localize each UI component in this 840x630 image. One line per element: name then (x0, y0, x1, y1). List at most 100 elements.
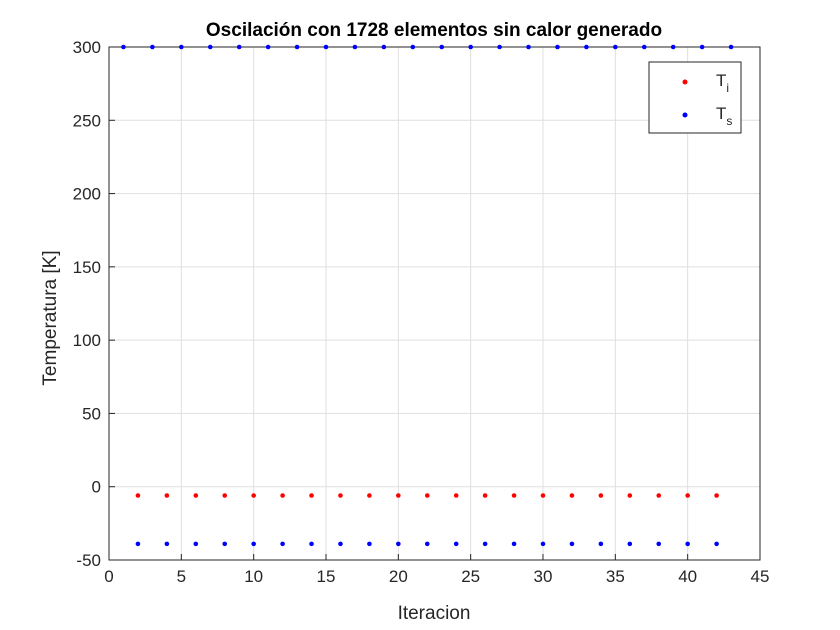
point-ts (670, 44, 676, 50)
point-ts (309, 541, 314, 547)
point-ts (569, 541, 575, 547)
point-ts (468, 44, 473, 50)
x-tick-label: 40 (678, 567, 697, 586)
point-ti (135, 493, 141, 498)
point-ts (685, 541, 690, 547)
legend-label-ti: Ti (716, 71, 729, 95)
point-ts (193, 541, 199, 547)
y-tick-label: 150 (73, 258, 101, 277)
point-ti (656, 493, 662, 498)
point-ti (453, 493, 459, 498)
point-ti (251, 493, 256, 498)
x-tick-label: 45 (751, 567, 770, 586)
point-ts (482, 541, 488, 547)
point-ti (540, 493, 546, 498)
legend-label-ts-sub: s (726, 114, 732, 128)
x-tick-label: 15 (317, 567, 336, 586)
point-ts (439, 44, 445, 50)
y-tick-label: 50 (82, 404, 101, 423)
legend-label-ts: Ts (716, 104, 732, 128)
point-ts (410, 44, 416, 50)
point-ts (222, 541, 228, 547)
point-ts (323, 44, 329, 50)
point-ts (121, 44, 126, 50)
point-ts (699, 44, 705, 50)
point-ti (309, 493, 314, 498)
point-ts (728, 44, 734, 50)
x-tick-label: 20 (389, 567, 408, 586)
point-ts (656, 541, 662, 547)
point-ts (179, 44, 184, 50)
y-tick-label: 250 (73, 111, 101, 130)
point-ti (367, 493, 372, 498)
point-ts (150, 44, 155, 50)
x-tick-label: 25 (461, 567, 480, 586)
point-ti (193, 493, 199, 498)
point-ts (396, 541, 401, 547)
legend-label-ti-sub: i (726, 81, 729, 95)
point-ts (555, 44, 560, 50)
grid (109, 47, 760, 560)
point-ts (540, 541, 546, 547)
point-ti (627, 493, 633, 498)
legend-box (648, 61, 742, 134)
point-ti (280, 493, 285, 498)
y-tick-label: 0 (92, 478, 101, 497)
point-ti (338, 493, 343, 498)
y-tick-label: 200 (73, 185, 101, 204)
point-ts (424, 541, 430, 547)
point-ts (598, 541, 604, 547)
point-ts (294, 44, 300, 50)
axes-box (108, 46, 761, 561)
point-ts (265, 44, 271, 50)
point-ts (135, 541, 141, 547)
point-ti (714, 493, 719, 498)
point-ti (685, 493, 690, 498)
x-tick-label: 30 (534, 567, 553, 586)
y-tick-label: -50 (76, 551, 101, 570)
point-ts (280, 541, 285, 547)
legend-marker-ts (682, 112, 688, 118)
point-ti (598, 493, 604, 498)
data-points (121, 44, 734, 547)
legend-marker-ti (682, 79, 688, 85)
point-ti (424, 493, 430, 498)
point-ts (497, 44, 502, 50)
legend: Ti Ts (648, 61, 742, 134)
x-axis-label: Iteracion (398, 603, 471, 624)
point-ti (482, 493, 488, 498)
point-ts (367, 541, 372, 547)
point-ts (714, 541, 719, 547)
point-ti (396, 493, 401, 498)
x-tick-label: 0 (104, 567, 113, 586)
point-ts (627, 541, 633, 547)
point-ts (526, 44, 531, 50)
x-tick-label: 10 (244, 567, 263, 586)
legend-label-ti-main: T (716, 71, 726, 90)
y-tick-label: 100 (73, 331, 101, 350)
point-ti (511, 493, 517, 498)
point-ts (584, 44, 589, 50)
point-ts (453, 541, 459, 547)
point-ti (222, 493, 228, 498)
point-ts (352, 44, 358, 50)
point-ts (381, 44, 387, 50)
point-ti (164, 493, 170, 498)
y-axis-label: Temperatura [K] (40, 250, 61, 385)
point-ts (164, 541, 170, 547)
point-ts (641, 44, 647, 50)
point-ts (338, 541, 343, 547)
x-tick-label: 5 (177, 567, 186, 586)
chart-title: Oscilación con 1728 elementos sin calor … (206, 20, 662, 41)
point-ts (236, 44, 242, 50)
point-ts (511, 541, 517, 547)
point-ti (569, 493, 575, 498)
x-tick-label: 35 (606, 567, 625, 586)
point-ts (613, 44, 618, 50)
point-ts (251, 541, 256, 547)
legend-label-ts-main: T (716, 104, 726, 123)
y-tick-label: 300 (73, 38, 101, 57)
point-ts (207, 44, 213, 50)
